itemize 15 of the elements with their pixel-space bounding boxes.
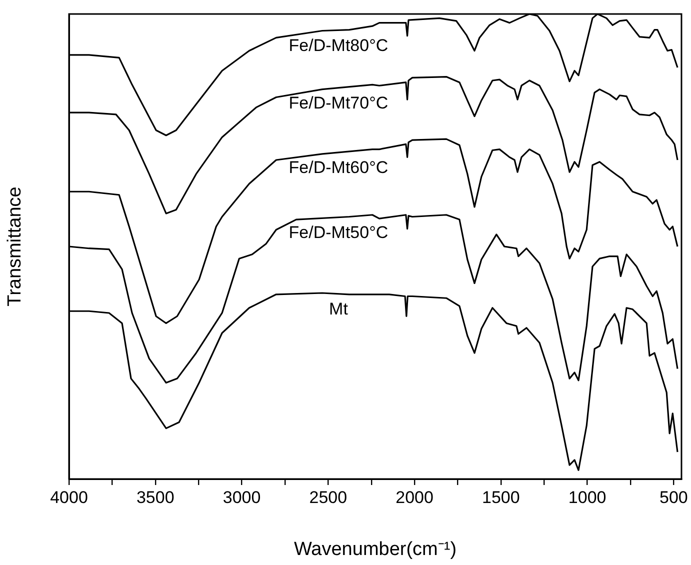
series-label: Fe/D-Mt80°C	[288, 36, 388, 55]
x-tick-label: 1000	[568, 488, 606, 507]
series-label: Fe/D-Mt50°C	[288, 222, 388, 242]
x-tick-label: 3000	[222, 488, 261, 507]
x-tick-label: 3500	[136, 488, 174, 507]
y-axis-title: Transmittance	[4, 186, 26, 306]
x-axis-title: Wavenumber(cm⁻¹)	[294, 538, 457, 560]
x-tick-label: 4000	[50, 488, 88, 507]
series-label: Fe/D-Mt70°C	[288, 94, 388, 113]
x-tick-label: 1500	[482, 488, 520, 507]
series-label: Fe/D-Mt60°C	[288, 158, 388, 178]
series-label: Mt	[329, 300, 348, 319]
x-tick-label: 2500	[309, 488, 348, 507]
x-tick-label: 500	[660, 488, 688, 507]
x-tick-label: 2000	[396, 488, 434, 507]
